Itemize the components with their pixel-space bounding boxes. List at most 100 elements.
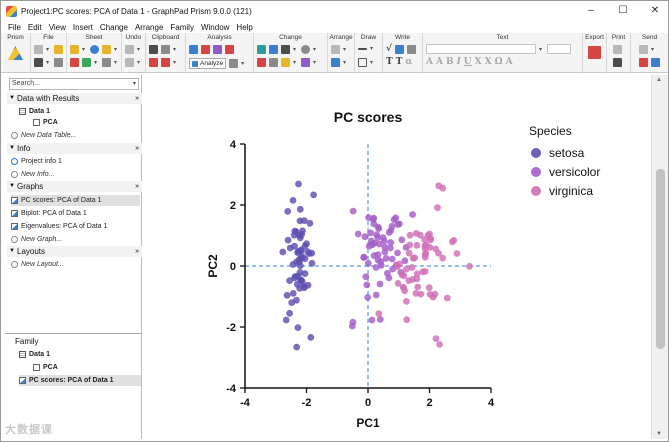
collapse-icon[interactable]: ▼ bbox=[9, 145, 15, 151]
font-shrink-icon[interactable]: A bbox=[435, 57, 443, 67]
nav-item-new-info[interactable]: New Info... bbox=[11, 169, 140, 180]
nav-item-new-layout[interactable]: New Layout... bbox=[11, 259, 140, 270]
chevron-down-icon[interactable]: ▾ bbox=[293, 47, 297, 53]
close-file-icon[interactable] bbox=[54, 58, 63, 67]
open-folder-icon[interactable] bbox=[54, 45, 63, 54]
nav-item-pc-scores[interactable]: PC scores: PCA of Data 1 bbox=[11, 195, 140, 206]
save-icon[interactable] bbox=[34, 58, 43, 67]
chevron-down-icon[interactable]: ▾ bbox=[539, 46, 543, 53]
double-chevron-icon[interactable]: » bbox=[135, 183, 139, 190]
word-export-icon[interactable] bbox=[651, 58, 660, 67]
chevron-down-icon[interactable]: ▾ bbox=[313, 60, 317, 66]
collapse-icon[interactable]: ▼ bbox=[9, 95, 15, 101]
menu-view[interactable]: View bbox=[48, 22, 66, 32]
format-graph-icon[interactable] bbox=[257, 45, 266, 54]
italic-icon[interactable]: I bbox=[456, 57, 461, 67]
close-button[interactable]: ✕ bbox=[650, 5, 660, 16]
legend[interactable]: setosa versicolor virginica bbox=[531, 146, 600, 198]
format-axes-icon[interactable] bbox=[269, 45, 278, 54]
menu-file[interactable]: File bbox=[8, 22, 21, 32]
bold-icon[interactable]: B bbox=[445, 57, 454, 67]
collapse-icon[interactable]: ▼ bbox=[9, 248, 15, 254]
new-graph-icon[interactable] bbox=[90, 45, 99, 54]
analyze-icon[interactable] bbox=[189, 45, 198, 54]
copy-icon[interactable] bbox=[161, 45, 170, 54]
text-box-icon[interactable] bbox=[406, 44, 416, 54]
menu-insert[interactable]: Insert bbox=[72, 22, 93, 32]
chevron-down-icon[interactable]: ▾ bbox=[370, 60, 374, 66]
prism-logo-icon[interactable] bbox=[8, 46, 23, 60]
wand-icon[interactable] bbox=[201, 45, 210, 54]
menu-edit[interactable]: Edit bbox=[27, 22, 42, 32]
text-large-icon[interactable]: T bbox=[395, 57, 403, 67]
section-layouts[interactable]: ▼ Layouts » bbox=[7, 246, 142, 257]
redo-icon[interactable] bbox=[125, 58, 134, 67]
chevron-down-icon[interactable]: ▾ bbox=[173, 47, 177, 53]
results-icon[interactable] bbox=[229, 59, 239, 68]
menu-help[interactable]: Help bbox=[236, 22, 253, 32]
font-name-field[interactable] bbox=[426, 44, 536, 54]
new-file-icon[interactable] bbox=[34, 45, 43, 54]
undo-icon[interactable] bbox=[125, 45, 134, 54]
chevron-down-icon[interactable]: ▾ bbox=[82, 47, 86, 53]
text-tool-icon[interactable]: T bbox=[386, 57, 393, 67]
new-layout-icon[interactable] bbox=[102, 45, 111, 54]
search-input[interactable]: Search... ▾ bbox=[9, 78, 139, 90]
interpolate-icon[interactable] bbox=[225, 45, 234, 54]
chevron-down-icon[interactable]: ▾ bbox=[241, 61, 245, 67]
change-graph-type-icon[interactable] bbox=[281, 45, 290, 54]
chevron-down-icon[interactable]: ▾ bbox=[137, 47, 141, 53]
analyze-button[interactable]: Analyze bbox=[189, 58, 227, 69]
text-color-icon[interactable]: A bbox=[505, 57, 513, 67]
scrollbar-thumb[interactable] bbox=[656, 169, 665, 349]
print-preview-icon[interactable] bbox=[613, 58, 622, 67]
font-size-field[interactable] bbox=[547, 44, 571, 54]
chevron-down-icon[interactable]: ▾ bbox=[114, 60, 118, 66]
nav-item-project-info[interactable]: Project info 1 bbox=[11, 156, 140, 167]
family-item-pc-scores[interactable]: PC scores: PCA of Data 1 bbox=[19, 375, 141, 386]
cut-icon[interactable] bbox=[149, 45, 158, 54]
chevron-down-icon[interactable]: ▾ bbox=[293, 60, 297, 66]
nav-item-new-graph[interactable]: New Graph... bbox=[11, 234, 140, 245]
vertical-scrollbar[interactable]: ▲ ▼ bbox=[651, 75, 668, 439]
chevron-down-icon[interactable]: ▾ bbox=[651, 47, 655, 53]
word-icon[interactable] bbox=[394, 44, 404, 54]
graph-canvas[interactable]: PC scores -4 -2 0 2 4 -4 -2 0 2 4 PC1 PC2 Species… bbox=[143, 75, 651, 439]
section-info[interactable]: ▼ Info » bbox=[7, 143, 142, 154]
nav-item-eigenvalues[interactable]: Eigenvalues: PCA of Data 1 bbox=[11, 221, 140, 232]
chevron-down-icon[interactable]: ▾ bbox=[94, 60, 98, 66]
maximize-button[interactable]: ☐ bbox=[618, 5, 628, 16]
double-chevron-icon[interactable]: » bbox=[135, 145, 139, 152]
x-axis-label[interactable]: PC1 bbox=[356, 416, 380, 430]
menu-change[interactable]: Change bbox=[99, 22, 128, 32]
add-sheet-icon[interactable] bbox=[82, 58, 91, 67]
section-data-with-results[interactable]: ▼ Data with Results » bbox=[7, 93, 142, 104]
chevron-down-icon[interactable]: ▾ bbox=[46, 47, 50, 53]
color-scheme-icon[interactable] bbox=[257, 58, 266, 67]
rectangle-tool-icon[interactable] bbox=[358, 58, 367, 67]
paste-special-icon[interactable] bbox=[161, 58, 170, 67]
paste-icon[interactable] bbox=[149, 58, 158, 67]
chevron-down-icon[interactable]: ▾ bbox=[343, 60, 347, 66]
menu-window[interactable]: Window bbox=[200, 22, 230, 32]
scroll-up-icon[interactable]: ▲ bbox=[656, 77, 662, 83]
nav-item-biplot[interactable]: Biplot: PCA of Data 1 bbox=[11, 208, 140, 219]
email-icon[interactable] bbox=[639, 45, 648, 54]
section-graphs[interactable]: ▼ Graphs » bbox=[7, 181, 142, 192]
chevron-down-icon[interactable]: ▾ bbox=[313, 47, 317, 53]
family-item-data-1[interactable]: Data 1 bbox=[19, 349, 50, 360]
nav-item-pca[interactable]: PCA bbox=[33, 117, 140, 128]
chevron-down-icon[interactable]: ▾ bbox=[173, 60, 177, 66]
refresh-icon[interactable] bbox=[301, 45, 310, 54]
align-icon[interactable] bbox=[331, 45, 340, 54]
chevron-down-icon[interactable]: ▾ bbox=[114, 47, 118, 53]
double-chevron-icon[interactable]: » bbox=[135, 95, 139, 102]
family-item-pca[interactable]: PCA bbox=[33, 362, 58, 373]
scroll-down-icon[interactable]: ▼ bbox=[656, 431, 662, 437]
chart-title[interactable]: PC scores bbox=[334, 109, 403, 125]
line-tool-icon[interactable] bbox=[358, 47, 367, 50]
superscript-icon[interactable]: X bbox=[484, 57, 492, 67]
fit-curve-icon[interactable] bbox=[213, 45, 222, 54]
font-grow-icon[interactable]: A bbox=[426, 57, 433, 67]
equation-icon[interactable]: √ bbox=[386, 44, 392, 54]
